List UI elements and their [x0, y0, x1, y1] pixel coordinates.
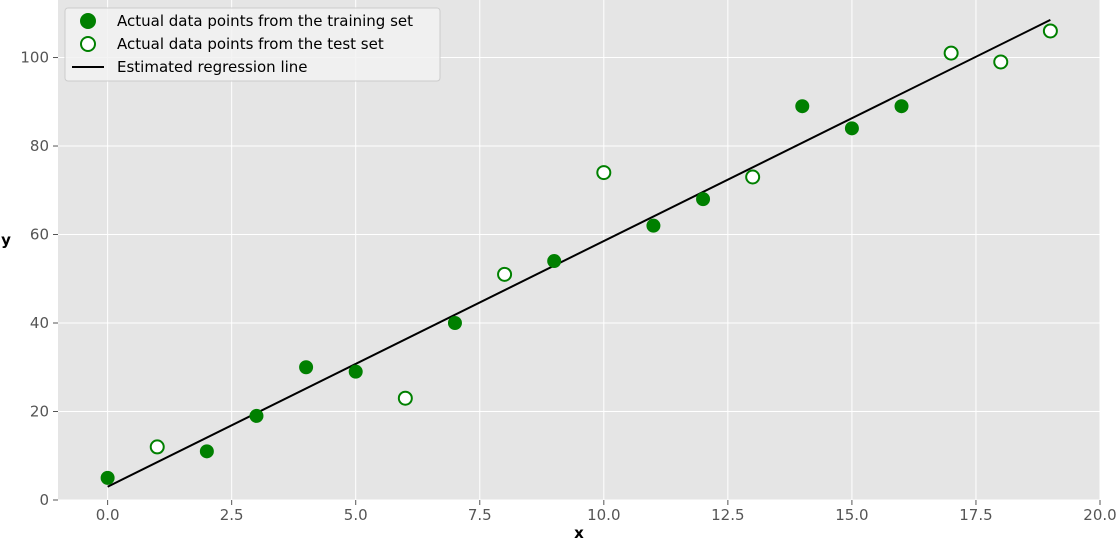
legend-label-training: Actual data points from the training set	[117, 12, 413, 30]
x-tick-label: 2.5	[220, 506, 244, 524]
x-tick-label: 15.0	[835, 506, 868, 524]
training-point	[844, 121, 859, 136]
legend-label-test: Actual data points from the test set	[117, 35, 384, 53]
training-point	[100, 470, 115, 485]
legend-marker-test	[80, 36, 96, 52]
test-point	[497, 266, 513, 282]
training-point	[547, 254, 562, 269]
x-tick-label: 7.5	[468, 506, 492, 524]
y-axis-label: y	[1, 231, 11, 249]
test-point	[149, 439, 165, 455]
series	[100, 19, 1058, 488]
x-tick-label: 12.5	[711, 506, 744, 524]
grid	[58, 0, 1101, 501]
test-point	[1042, 23, 1058, 39]
x-tick-label: 20.0	[1083, 506, 1116, 524]
y-tick-label: 60	[30, 226, 49, 244]
x-tick-label: 10.0	[587, 506, 620, 524]
legend-box	[64, 7, 441, 82]
training-point	[696, 192, 711, 207]
y-tick-label: 0	[39, 491, 49, 509]
test-point	[745, 169, 761, 185]
x-tick-label: 0.0	[96, 506, 120, 524]
x-axis-ticks: 0.0 2.5 5.0 7.5 10.0 12.5 15.0 17.5 20.0	[96, 500, 1117, 524]
y-tick-label: 80	[30, 137, 49, 155]
training-point	[199, 444, 214, 459]
training-point	[646, 218, 661, 233]
training-point	[795, 99, 810, 114]
y-tick-label: 100	[20, 49, 49, 67]
legend-label-regression: Estimated regression line	[117, 58, 308, 76]
training-point	[348, 364, 363, 379]
training-point	[447, 316, 462, 331]
legend-marker-training	[80, 13, 96, 29]
x-tick-label: 17.5	[959, 506, 992, 524]
x-axis-label: x	[574, 524, 584, 541]
y-axis-ticks: 0 20 40 60 80 100	[20, 49, 58, 509]
test-point	[596, 165, 612, 181]
y-tick-label: 20	[30, 403, 49, 421]
test-point	[943, 45, 959, 61]
legend: Actual data points from the training set…	[64, 7, 441, 82]
test-point	[397, 390, 413, 406]
training-point	[894, 99, 909, 114]
x-tick-label: 5.0	[344, 506, 368, 524]
regression-line	[107, 19, 1051, 488]
test-point	[993, 54, 1009, 70]
training-point	[249, 408, 264, 423]
training-point	[299, 360, 314, 375]
y-tick-label: 40	[30, 314, 49, 332]
